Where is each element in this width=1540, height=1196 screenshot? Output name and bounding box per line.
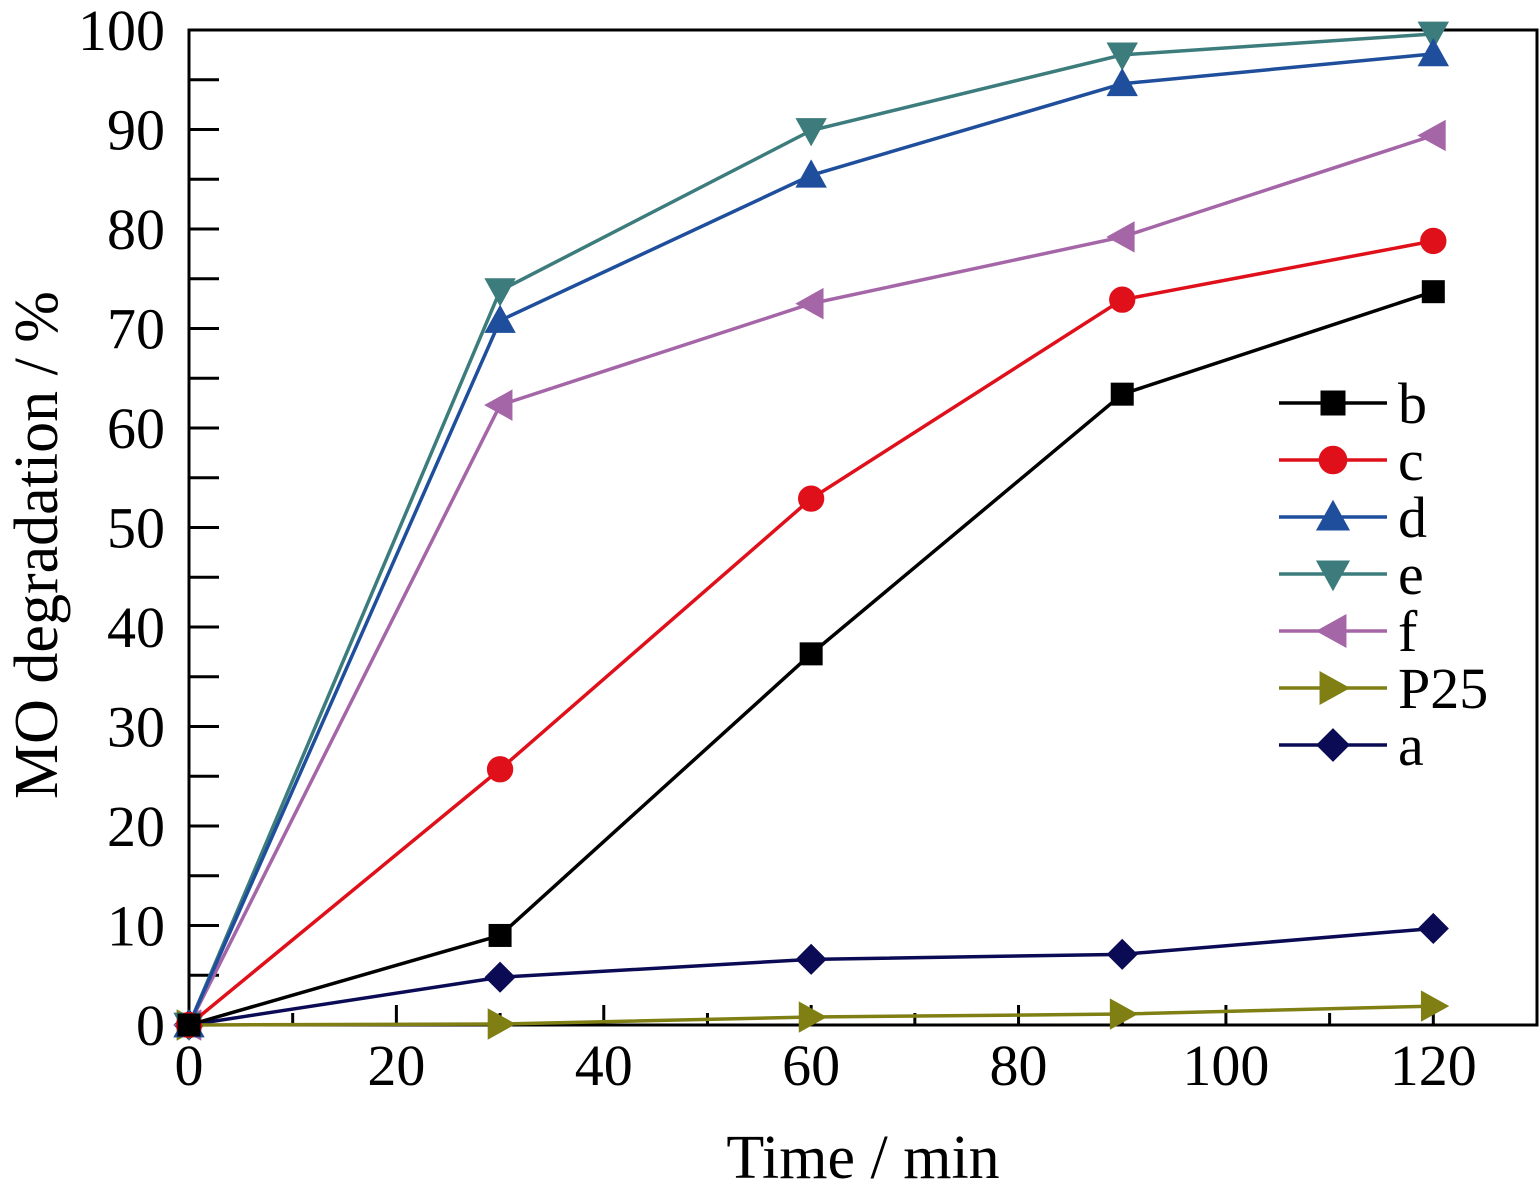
- legend-marker: [1316, 728, 1350, 762]
- data-point: [484, 278, 516, 307]
- data-point: [1110, 382, 1134, 406]
- data-point: [795, 159, 827, 188]
- legend-label: a: [1398, 713, 1424, 778]
- legend-item-e: e: [1279, 542, 1424, 607]
- legend-label: e: [1398, 542, 1424, 607]
- data-point: [1106, 67, 1138, 97]
- y-tick-label: 0: [136, 993, 165, 1058]
- x-tick-label: 60: [782, 1033, 840, 1098]
- series-b: [177, 280, 1445, 1037]
- legend-marker: [1315, 613, 1347, 649]
- y-tick-label: 60: [107, 396, 165, 461]
- legend-label: b: [1398, 371, 1427, 436]
- legend-item-f: f: [1279, 599, 1418, 664]
- data-point: [488, 923, 512, 947]
- legend-item-p25: P25: [1279, 656, 1488, 721]
- series-d: [173, 38, 1450, 1038]
- y-tick-label: 20: [107, 794, 165, 859]
- data-point: [795, 118, 827, 147]
- data-point: [486, 756, 514, 783]
- series-layer: [173, 21, 1450, 1041]
- x-tick-label: 20: [367, 1033, 425, 1098]
- legend-marker: [1319, 670, 1351, 706]
- y-tick-label: 80: [107, 197, 165, 262]
- legend-label: d: [1398, 485, 1427, 550]
- data-point: [1417, 912, 1449, 945]
- data-point: [487, 1008, 516, 1040]
- y-tick-label: 50: [107, 496, 165, 561]
- data-point: [1417, 119, 1446, 152]
- series-line: [187, 239, 1434, 1027]
- y-tick-label: 90: [107, 98, 165, 163]
- y-tick-label: 40: [107, 595, 165, 660]
- data-point: [484, 961, 516, 993]
- y-axis-label: MO degradation / %: [3, 291, 71, 799]
- legend-marker: [1315, 499, 1351, 531]
- data-point: [1420, 227, 1447, 255]
- x-tick-label: 80: [990, 1033, 1048, 1098]
- y-tick-label: 10: [107, 894, 165, 959]
- x-tick-label: 0: [175, 1033, 204, 1098]
- x-tick-label: 100: [1182, 1033, 1269, 1098]
- data-point: [1109, 998, 1139, 1030]
- data-point: [795, 287, 824, 320]
- x-axis-label: Time / min: [726, 1124, 999, 1192]
- y-tick-labels: 0 10 20 30 40 50 60 70 80 90 100: [78, 0, 165, 1058]
- legend-label: c: [1398, 428, 1424, 493]
- legend-item-a: a: [1279, 713, 1424, 778]
- y-tick-label: 30: [107, 695, 165, 760]
- legend-item-d: d: [1279, 485, 1427, 550]
- legend-item-b: b: [1279, 371, 1427, 436]
- data-point: [799, 642, 823, 666]
- data-point: [484, 389, 513, 421]
- data-point: [484, 304, 516, 333]
- data-point: [798, 485, 825, 512]
- data-point: [795, 943, 827, 975]
- y-tick-label: 100: [78, 0, 165, 63]
- data-point: [1420, 990, 1450, 1022]
- data-point: [798, 1001, 828, 1033]
- data-point: [1106, 221, 1135, 253]
- y-tick-label: 70: [107, 297, 165, 362]
- x-tick-label: 120: [1390, 1033, 1477, 1098]
- legend-label: P25: [1398, 656, 1488, 721]
- data-point: [1417, 38, 1450, 67]
- series-c: [175, 227, 1447, 1039]
- series-line: [187, 52, 1434, 1026]
- legend-marker: [1320, 390, 1346, 416]
- data-point: [1106, 42, 1138, 71]
- x-tick-labels: 0 20 40 60 80 100 120: [175, 1033, 1477, 1098]
- data-point: [1106, 938, 1138, 970]
- data-point: [177, 1013, 201, 1037]
- legend-item-c: c: [1279, 428, 1424, 493]
- legend-label: f: [1398, 599, 1418, 664]
- legend-marker: [1318, 445, 1348, 475]
- data-point: [1109, 286, 1136, 313]
- legend-marker: [1315, 560, 1351, 592]
- x-tick-label: 40: [575, 1033, 633, 1098]
- data-point: [1417, 21, 1450, 50]
- series-f: [173, 119, 1446, 1041]
- data-point: [1421, 280, 1445, 304]
- series-e: [173, 21, 1450, 1041]
